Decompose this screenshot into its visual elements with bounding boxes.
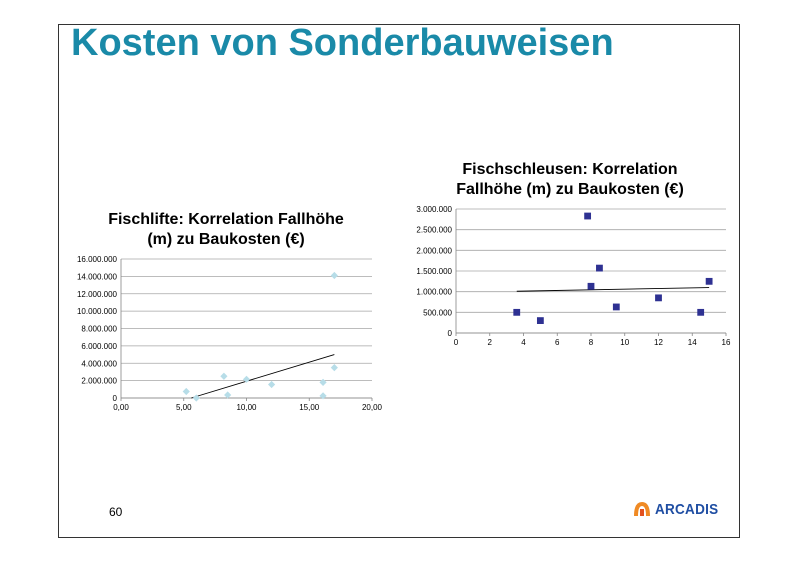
- chart-title-fischschleusen: Fischschleusen: Korrelation Fallhöhe (m)…: [440, 160, 700, 200]
- y-tick-label: 1.000.000: [416, 288, 452, 297]
- chart-title-line: (m) zu Baukosten (€): [147, 231, 305, 248]
- data-point: [584, 212, 592, 220]
- trendline: [191, 354, 335, 399]
- x-tick-label: 20,00: [362, 403, 383, 412]
- data-point: [182, 387, 190, 396]
- data-point: [513, 308, 521, 316]
- y-tick-label: 10.000.000: [77, 307, 118, 316]
- y-tick-label: 16.000.000: [77, 255, 118, 264]
- x-tick-label: 4: [521, 338, 526, 347]
- x-tick-label: 14: [688, 338, 697, 347]
- slide-title: Kosten von Sonderbauweisen: [71, 22, 614, 64]
- x-tick-label: 10: [620, 338, 629, 347]
- data-point: [596, 264, 603, 272]
- x-tick-label: 10,00: [236, 403, 257, 412]
- trendline: [516, 287, 710, 292]
- x-tick-label: 2: [488, 338, 493, 347]
- y-tick-label: 0: [448, 329, 453, 338]
- x-tick-label: 15,00: [299, 403, 320, 412]
- data-point: [224, 391, 232, 399]
- y-tick-label: 6.000.000: [81, 342, 117, 351]
- x-tick-label: 0,00: [113, 403, 129, 412]
- chart-title-line: Fallhöhe (m) zu Baukosten (€): [456, 181, 684, 198]
- x-tick-label: 5,00: [176, 403, 192, 412]
- arcadis-logo: ARCADIS: [632, 499, 725, 519]
- y-tick-label: 2.500.000: [416, 226, 452, 235]
- y-tick-label: 500.000: [423, 308, 452, 317]
- chart-title-line: Fischschleusen: Korrelation: [462, 161, 678, 178]
- data-point: [330, 363, 338, 372]
- x-tick-label: 6: [555, 338, 560, 347]
- x-tick-label: 8: [589, 338, 594, 347]
- data-point: [319, 378, 327, 386]
- data-point: [536, 317, 544, 324]
- x-tick-label: 16: [722, 338, 731, 347]
- y-tick-label: 2.000.000: [416, 246, 452, 255]
- data-point: [612, 303, 620, 311]
- data-point: [268, 380, 276, 389]
- slide-frame: [58, 24, 740, 538]
- y-tick-label: 8.000.000: [81, 325, 117, 334]
- y-tick-label: 1.500.000: [416, 267, 452, 276]
- data-point: [705, 277, 713, 285]
- x-tick-label: 0: [454, 338, 459, 347]
- y-tick-label: 0: [113, 394, 118, 403]
- chart-title-line: Fischlifte: Korrelation Fallhöhe: [108, 211, 344, 228]
- x-tick-label: 12: [654, 338, 663, 347]
- y-tick-label: 3.000.000: [416, 205, 452, 214]
- data-point: [220, 372, 228, 380]
- y-tick-label: 12.000.000: [77, 290, 118, 299]
- data-point: [655, 294, 662, 302]
- y-tick-label: 4.000.000: [81, 359, 117, 368]
- arcadis-logo-icon: [634, 502, 650, 516]
- data-point: [319, 392, 327, 400]
- y-tick-label: 2.000.000: [81, 377, 117, 386]
- data-point: [330, 271, 338, 280]
- logo-text: ARCADIS: [655, 500, 719, 518]
- data-point: [587, 282, 595, 290]
- chart-title-fischlifte: Fischlifte: Korrelation Fallhöhe (m) zu …: [96, 210, 356, 250]
- data-point: [242, 375, 251, 383]
- page-number: 60: [109, 505, 123, 519]
- data-point: [697, 308, 705, 316]
- data-point: [192, 394, 200, 402]
- y-tick-label: 14.000.000: [77, 272, 118, 281]
